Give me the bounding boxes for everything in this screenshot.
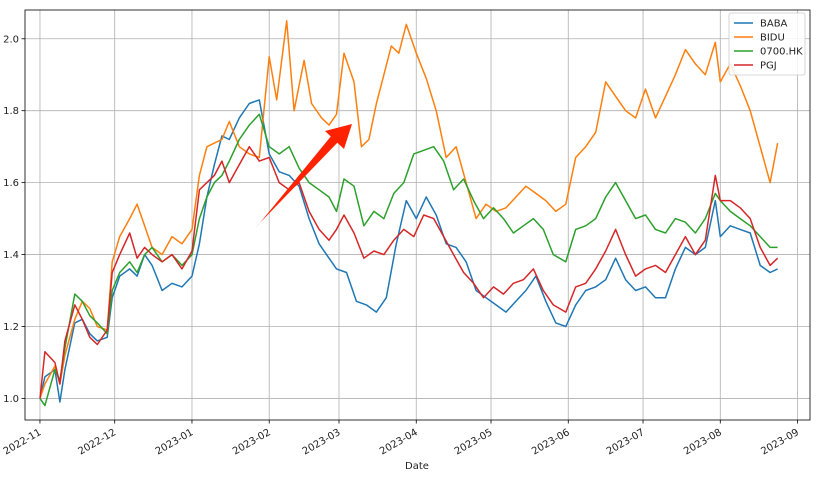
series-layer	[39, 20, 779, 407]
series-line-pgj	[39, 145, 779, 399]
legend-item-bidu: BIDU	[734, 33, 785, 44]
legend-label: BIDU	[760, 33, 785, 44]
y-tick-label: 1.4	[3, 250, 19, 261]
series-line-baba	[39, 99, 778, 403]
legend-item-pgj: PGJ	[734, 61, 777, 72]
y-tick-label: 1.6	[3, 178, 19, 189]
y-tick-label: 1.8	[3, 106, 19, 117]
y-tick-label: 2.0	[3, 34, 19, 45]
legend-label: PGJ	[760, 61, 777, 72]
annotation-arrow-icon	[255, 124, 352, 228]
y-axis: 1.0 1.2 1.4 1.6 1.8 2.0	[3, 34, 25, 405]
legend-label: 0700.HK	[760, 47, 803, 58]
legend-item-baba: BABA	[734, 19, 788, 30]
series-line-bidu	[39, 20, 779, 399]
x-axis-label: Date	[405, 461, 429, 472]
legend-item-0700hk: 0700.HK	[734, 47, 803, 58]
grid-layer	[25, 10, 810, 420]
legend-box	[728, 12, 806, 76]
legend-label: BABA	[760, 19, 788, 30]
series-line-0700hk	[39, 113, 778, 407]
legend: BABA BIDU 0700.HK PGJ	[728, 12, 806, 76]
y-tick-label: 1.0	[3, 394, 19, 405]
y-tick-label: 1.2	[3, 322, 19, 333]
plot-frame	[24, 9, 811, 421]
